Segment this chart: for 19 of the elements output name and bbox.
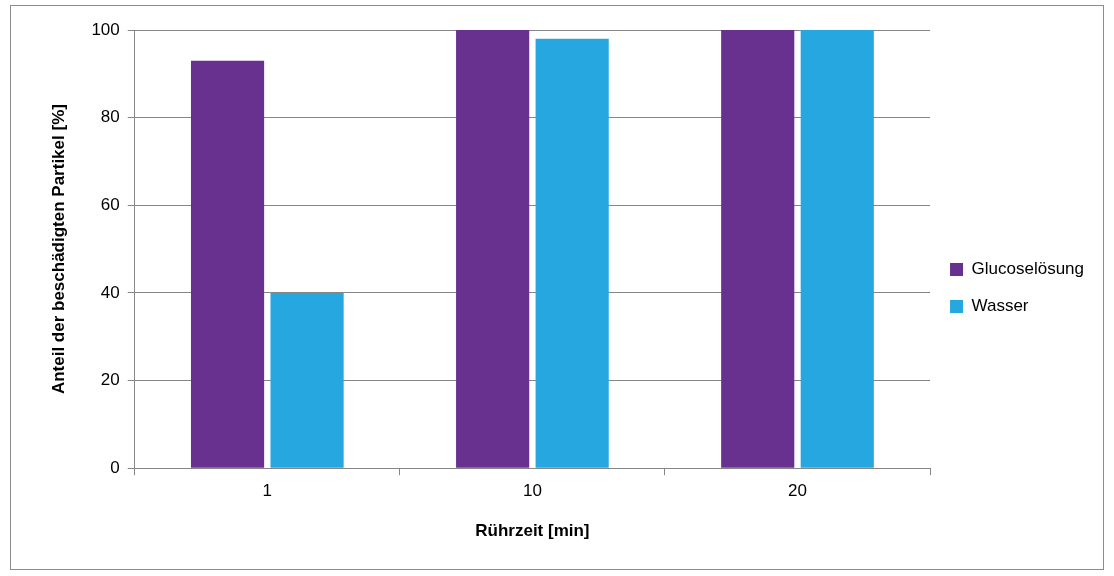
y-tick-label: 100 (91, 19, 120, 39)
x-tick-label: 10 (522, 481, 542, 501)
bar (456, 30, 530, 468)
y-tick-label: 20 (100, 370, 120, 390)
y-tick-label: 80 (100, 107, 120, 127)
legend-label: Wasser (971, 296, 1029, 316)
bar (270, 292, 344, 468)
x-axis-title: Rührzeit [min] (475, 521, 590, 541)
legend-label: Glucoselösung (971, 259, 1085, 279)
y-tick-label: 40 (100, 282, 120, 302)
bar (535, 38, 609, 468)
x-tick-label: 20 (788, 481, 807, 501)
bar (721, 30, 795, 468)
y-tick-label: 0 (110, 457, 120, 477)
x-tick-label: 1 (262, 481, 273, 501)
bar (800, 30, 874, 468)
y-tick-label: 60 (100, 194, 120, 214)
bar (190, 60, 265, 468)
y-axis-title: Anteil der beschädigten Partikel [%] (48, 104, 68, 395)
